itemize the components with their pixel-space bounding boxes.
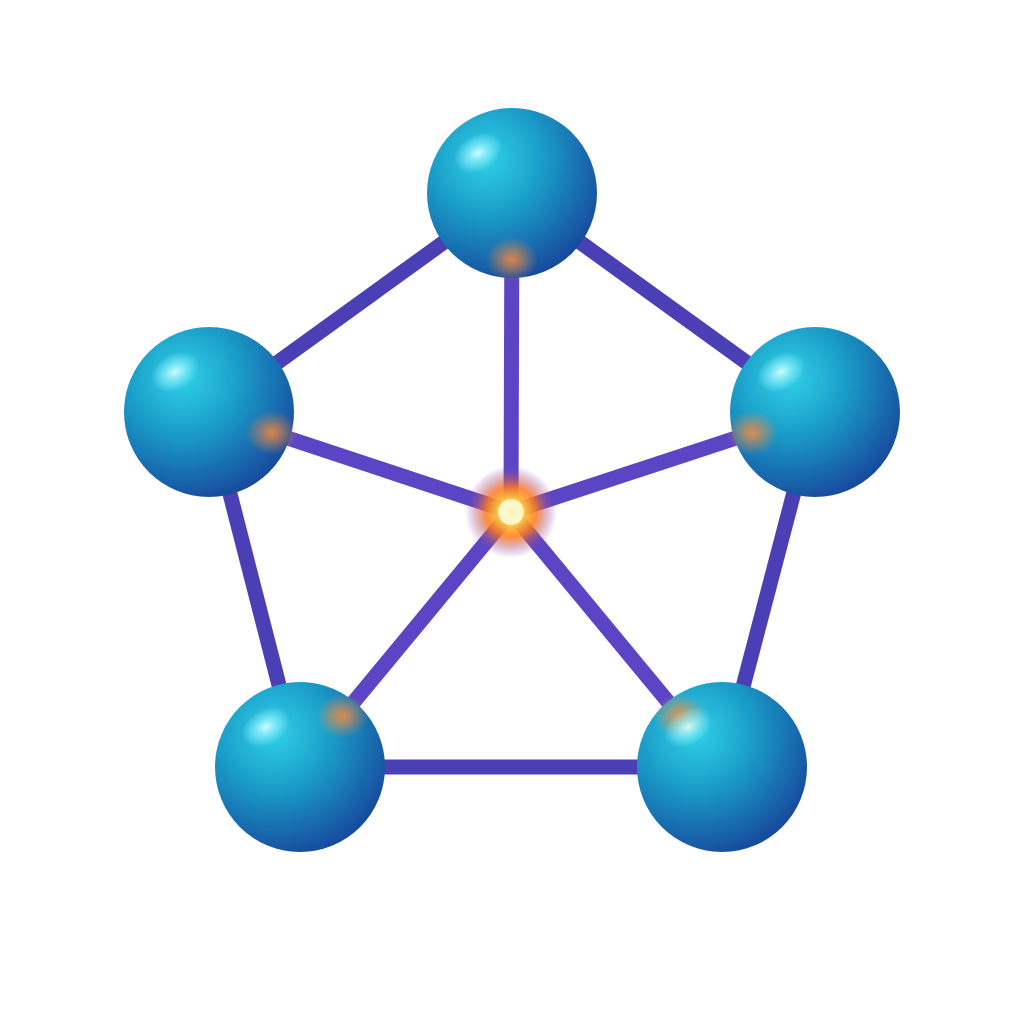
node-highlight bbox=[150, 351, 200, 393]
node-top bbox=[427, 108, 597, 282]
node-lower-left bbox=[215, 682, 385, 852]
node-glow-reflection bbox=[726, 410, 779, 455]
node-highlight bbox=[663, 706, 713, 748]
node-glow-reflection bbox=[245, 410, 298, 455]
hub-layer bbox=[465, 466, 557, 558]
node-upper-left bbox=[124, 327, 298, 497]
node-highlight bbox=[756, 351, 806, 393]
hub-node bbox=[498, 499, 524, 525]
node-upper-right bbox=[726, 327, 900, 497]
node-lower-right bbox=[637, 682, 807, 852]
node-highlight bbox=[241, 706, 291, 748]
node-glow-reflection bbox=[316, 693, 369, 738]
node-glow-reflection bbox=[485, 237, 538, 282]
nodes-layer bbox=[124, 108, 900, 852]
node-highlight bbox=[453, 132, 503, 174]
